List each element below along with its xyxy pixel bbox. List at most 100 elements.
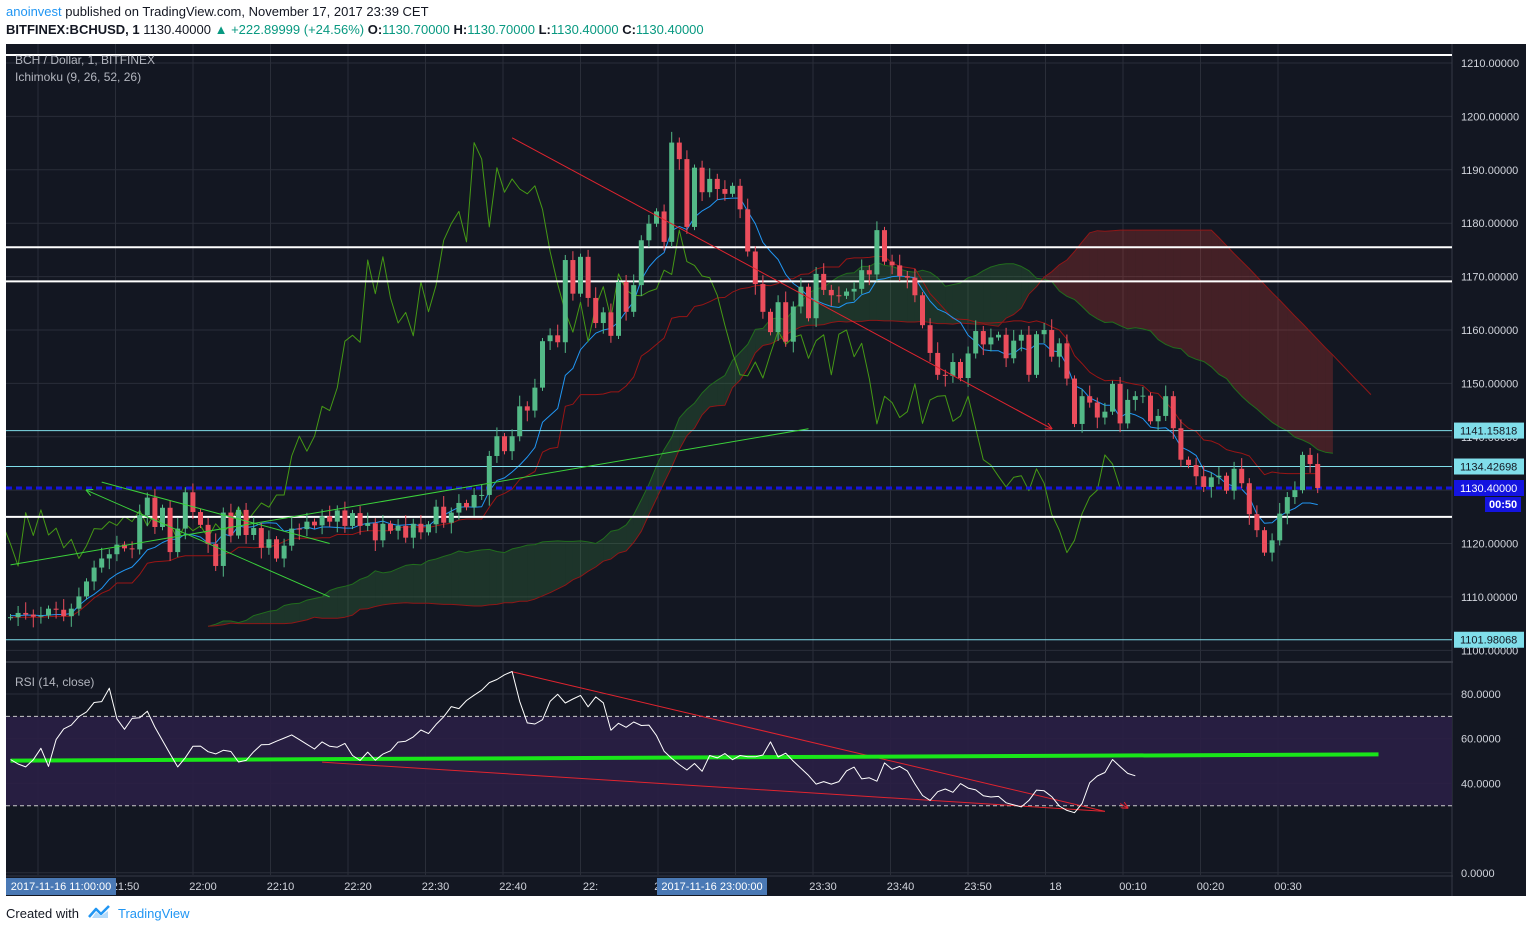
candle-body: [1064, 343, 1070, 379]
cloud-segment: [588, 541, 596, 572]
cloud-segment: [975, 270, 984, 325]
author-link[interactable]: anoinvest: [6, 4, 62, 19]
cloud-segment: [595, 538, 604, 568]
candle-body: [1026, 334, 1032, 375]
cloud-segment: [846, 272, 855, 322]
candle-body: [1163, 396, 1169, 416]
candle-body: [623, 281, 629, 312]
cloud-segment: [603, 531, 611, 562]
candle-body: [532, 387, 538, 411]
cloud-segment: [557, 540, 566, 589]
cloud-segment: [550, 540, 558, 593]
candle-body: [897, 265, 903, 277]
cloud-segment: [542, 541, 551, 596]
candle-body: [175, 528, 181, 553]
candle-body: [1277, 513, 1283, 541]
cloud-segment: [892, 266, 900, 322]
cloud-segment: [1294, 316, 1303, 440]
candle-body: [30, 614, 36, 617]
candle-body: [274, 539, 279, 559]
price-trendline: [10, 428, 809, 566]
time-tick-label: 00:20: [1197, 881, 1225, 893]
cloud-segment: [344, 584, 353, 618]
cloud-segment: [420, 560, 429, 604]
candle-body: [1269, 540, 1275, 553]
cloud-segment: [952, 282, 961, 325]
cloud-segment: [1302, 323, 1311, 444]
candle-body: [889, 261, 895, 266]
candle-body: [1315, 463, 1321, 489]
trendlines[interactable]: [10, 137, 1379, 812]
time-tick-label: 22:00: [189, 881, 217, 893]
tradingview-logo-icon: [88, 905, 110, 918]
cloud-segment: [1234, 253, 1242, 397]
cloud-segment: [1127, 230, 1136, 329]
countdown-badge: [1485, 497, 1521, 513]
cloud-segment: [610, 529, 619, 560]
candle-body: [1186, 459, 1191, 466]
open-label: O:: [367, 22, 383, 37]
candle-body: [730, 185, 735, 194]
cloud-segment: [580, 540, 589, 577]
chart-canvas[interactable]: 1210.00000 1200.00000 1190.00000 1180.00000…: [6, 44, 1526, 896]
cloud-segment: [314, 596, 323, 619]
symbol-line: BITFINEX:BCHUSD, 1 1130.40000 ▲ +222.899…: [6, 22, 704, 37]
candle-body: [692, 167, 697, 227]
tradingview-link[interactable]: TradingView: [118, 906, 190, 921]
candle-body: [1246, 483, 1252, 515]
cloud-segment: [367, 570, 376, 609]
cloud-segment: [291, 603, 300, 624]
candle-body: [357, 513, 363, 526]
candle-body: [654, 211, 659, 224]
candle-body: [388, 523, 393, 531]
cloud-segment: [1150, 230, 1159, 340]
candle-body: [1170, 396, 1176, 429]
cloud-segment: [1044, 271, 1052, 282]
candle-body: [1155, 415, 1161, 422]
symbol-name: BITFINEX:BCHUSD, 1: [6, 22, 140, 37]
candle-body: [137, 515, 143, 550]
cloud-segment: [375, 570, 383, 607]
candle-body: [1284, 497, 1290, 514]
candle-body: [958, 362, 963, 379]
cloud-segment: [1272, 292, 1280, 428]
candle-body: [790, 306, 796, 342]
price-tick-label: 1200.00000: [1461, 111, 1519, 123]
up-arrow-icon: ▲: [214, 22, 228, 37]
candle-body: [1072, 378, 1077, 424]
publish-line: anoinvest published on TradingView.com, …: [6, 4, 429, 19]
candle-body: [1049, 329, 1055, 357]
cloud-segment: [618, 524, 627, 554]
candle-body: [509, 436, 515, 452]
cloud-segment: [633, 499, 642, 543]
cloud-segment: [390, 568, 399, 604]
candle-body: [942, 374, 948, 376]
candle-body: [350, 513, 355, 526]
candle-body: [965, 353, 971, 379]
rsi-series-line: [10, 671, 1136, 814]
open-value: 1130.70000: [382, 22, 450, 37]
candle-body: [8, 617, 13, 619]
cloud-segment: [1188, 230, 1197, 360]
indicator-title: Ichimoku (9, 26, 52, 26): [15, 70, 141, 84]
candle-body: [486, 455, 492, 495]
candle-body: [570, 260, 576, 294]
high-value: 1130.70000: [467, 22, 535, 37]
cloud-segment: [717, 375, 725, 406]
candle-body: [1254, 514, 1260, 531]
chart-area[interactable]: 1210.00000 1200.00000 1190.00000 1180.00000…: [6, 44, 1526, 896]
time-tick-label: 18: [1049, 881, 1061, 893]
candle-body: [1117, 383, 1123, 424]
cloud-segment: [496, 551, 505, 605]
candle-body: [927, 325, 933, 353]
candle-body: [296, 528, 302, 530]
candle-body: [798, 286, 804, 307]
time-axis[interactable]: 4021:5022:0022:1022:2022:3022:4022:23:10…: [6, 878, 1302, 895]
price-tick-label: 1170.00000: [1461, 272, 1518, 284]
candle-body: [593, 297, 599, 324]
price-axis[interactable]: 1210.00000 1200.00000 1190.00000 1180.00000…: [1453, 44, 1526, 896]
candle-body: [160, 507, 165, 527]
time-highlight-label: 2017-11-16 23:00:00: [661, 881, 762, 893]
last-price-label: 1130.40000: [1460, 483, 1517, 495]
cloud-segment: [1074, 241, 1083, 307]
